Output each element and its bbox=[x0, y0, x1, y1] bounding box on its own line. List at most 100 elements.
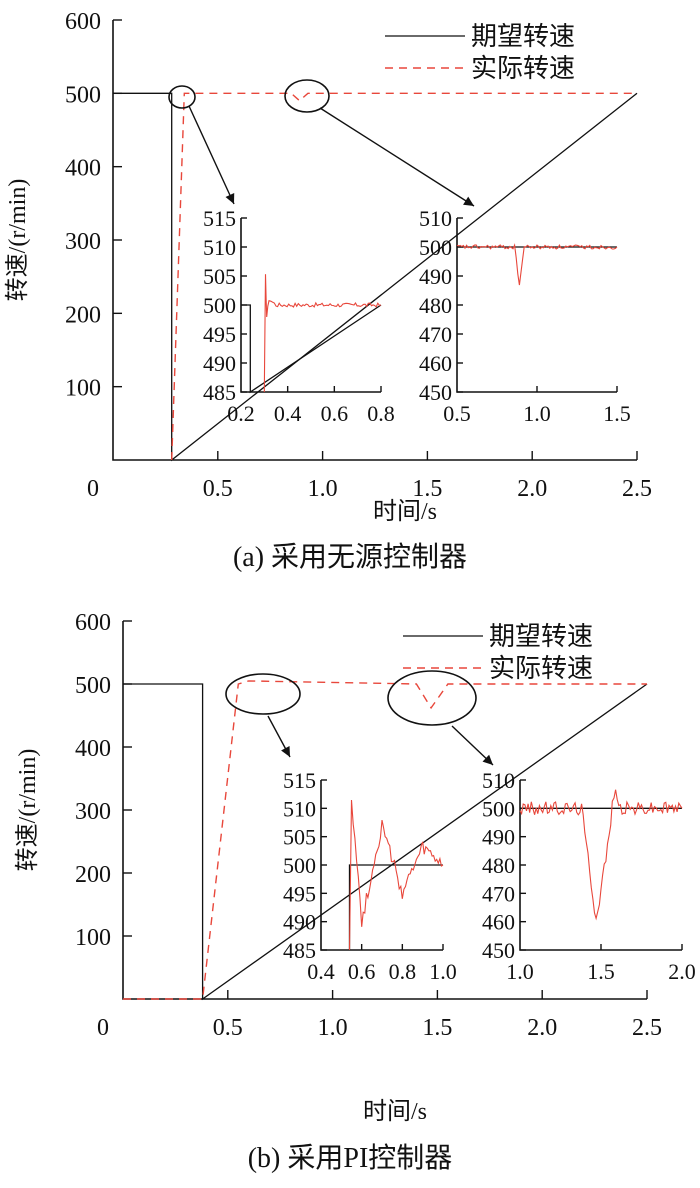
inset-x-tick-label: 1.0 bbox=[523, 401, 551, 426]
inset-x-tick-label: 1.5 bbox=[587, 959, 615, 984]
inset-x-tick-label: 0.8 bbox=[367, 401, 395, 426]
inset-y-tick-label: 515 bbox=[283, 768, 316, 793]
inset-y-tick-label: 450 bbox=[482, 938, 515, 963]
inset-x-tick-label: 0.2 bbox=[227, 401, 255, 426]
inset-y-tick-label: 510 bbox=[283, 796, 316, 821]
series-desired-line bbox=[113, 92, 638, 462]
zoom-arrow bbox=[188, 105, 235, 205]
y-tick-label: 600 bbox=[75, 610, 111, 636]
inset-x-tick-label: 0.4 bbox=[274, 401, 302, 426]
y-tick-label: 500 bbox=[75, 673, 111, 699]
x-tick-label: 1.5 bbox=[412, 476, 442, 502]
zoom-ellipse bbox=[168, 85, 196, 109]
inset-x-tick-label: 1.5 bbox=[603, 401, 631, 426]
inset-y-tick-label: 505 bbox=[283, 825, 316, 850]
series-actual-line bbox=[171, 92, 637, 461]
legend-label-actual: 实际转速 bbox=[489, 654, 593, 683]
inset-series-actual bbox=[456, 243, 618, 286]
inset-2: 450 460 470 480 490 500 510 1.0 1.5 2.0 bbox=[482, 768, 696, 984]
inset-series-actual bbox=[263, 274, 382, 393]
y-axis-label: 转速/(r/min) bbox=[14, 749, 41, 872]
x-axis-label: 时间/s bbox=[363, 1098, 427, 1125]
inset-y-tick-label: 460 bbox=[419, 351, 452, 376]
y-tick-label: 400 bbox=[75, 736, 111, 762]
figure-caption: (b) 采用PI控制器 bbox=[248, 1142, 453, 1174]
panel-b: 100 200 300 400 500 600 0 0.5 1.0 1.5 2.0 2.5 时间/s 转速… bbox=[14, 610, 696, 1174]
inset-x-tick-label: 1.0 bbox=[506, 959, 534, 984]
panel-a: 100 200 300 400 500 600 0 0.5 1.0 1.5 2.0 2.5 时间/s 转速… bbox=[4, 9, 652, 573]
inset-y-tick-label: 490 bbox=[482, 825, 515, 850]
inset-axis-lines bbox=[456, 218, 617, 393]
y-tick-label: 100 bbox=[65, 376, 101, 402]
x-tick-label: 0.5 bbox=[203, 476, 233, 502]
series-actual-line bbox=[123, 680, 647, 1000]
inset-y-tick-label: 505 bbox=[203, 264, 236, 289]
inset-y-tick-label: 500 bbox=[482, 796, 515, 821]
x-tick-label: 1.0 bbox=[308, 476, 338, 502]
zoom-arrow-head bbox=[482, 754, 493, 765]
inset-y-tick-label: 500 bbox=[203, 293, 236, 318]
inset-y-tick-label: 510 bbox=[482, 768, 515, 793]
inset-y-tick-label: 500 bbox=[419, 235, 452, 260]
x-tick-label: 2.5 bbox=[632, 1015, 662, 1041]
inset-y-tick-label: 515 bbox=[203, 206, 236, 231]
x-tick-label: 1.0 bbox=[318, 1015, 348, 1041]
inset-series-desired bbox=[241, 304, 382, 394]
inset-axis-lines bbox=[240, 218, 381, 393]
inset-y-tick-label: 460 bbox=[482, 910, 515, 935]
inset-y-tick-label: 500 bbox=[283, 853, 316, 878]
y-tick-label: 300 bbox=[75, 799, 111, 825]
inset-x-tick-label: 0.5 bbox=[443, 401, 471, 426]
axis-lines bbox=[112, 20, 637, 461]
zoom-ellipse bbox=[387, 670, 477, 726]
x-tick-label: 0 bbox=[97, 1015, 109, 1041]
zoom-ellipse bbox=[284, 79, 330, 113]
legend-label-desired: 期望转速 bbox=[471, 22, 575, 51]
x-tick-label: 2.5 bbox=[622, 476, 652, 502]
inset-series-desired bbox=[348, 864, 443, 950]
y-tick-label: 500 bbox=[65, 82, 101, 108]
inset-y-tick-label: 485 bbox=[283, 938, 316, 963]
inset-y-tick-label: 510 bbox=[203, 235, 236, 260]
inset-y-tick-label: 490 bbox=[283, 910, 316, 935]
x-tick-label: 2.0 bbox=[517, 476, 547, 502]
x-tick-label: 2.0 bbox=[527, 1015, 557, 1041]
y-tick-label: 400 bbox=[65, 156, 101, 182]
inset-y-tick-label: 510 bbox=[419, 206, 452, 231]
y-tick-label: 300 bbox=[65, 229, 101, 255]
inset-1: 485 490 495 500 505 510 515 0.2 0.4 0.6 0.8 bbox=[203, 206, 395, 426]
zoom-arrow-head bbox=[463, 196, 474, 206]
inset-x-tick-label: 1.0 bbox=[429, 959, 457, 984]
figure-caption: (a) 采用无源控制器 bbox=[233, 541, 467, 573]
y-tick-label: 200 bbox=[65, 302, 101, 328]
x-tick-label: 0 bbox=[87, 476, 99, 502]
zoom-arrow bbox=[319, 107, 475, 207]
inset-x-tick-label: 0.4 bbox=[307, 959, 335, 984]
inset-y-tick-label: 490 bbox=[203, 351, 236, 376]
inset-y-tick-label: 490 bbox=[419, 264, 452, 289]
inset-series-actual bbox=[519, 789, 683, 921]
zoom-arrow-head bbox=[225, 193, 235, 204]
inset-y-tick-label: 495 bbox=[283, 881, 316, 906]
inset-y-tick-label: 470 bbox=[419, 322, 452, 347]
inset-y-tick-label: 450 bbox=[419, 380, 452, 405]
inset-series-actual bbox=[348, 799, 444, 951]
y-tick-label: 600 bbox=[65, 9, 101, 35]
x-axis-label: 时间/s bbox=[373, 498, 437, 525]
inset-y-tick-label: 470 bbox=[482, 881, 515, 906]
inset-y-tick-label: 485 bbox=[203, 380, 236, 405]
inset-y-tick-label: 480 bbox=[419, 293, 452, 318]
x-tick-label: 0.5 bbox=[213, 1015, 243, 1041]
x-tick-label: 1.5 bbox=[422, 1015, 452, 1041]
legend-label-actual: 实际转速 bbox=[471, 54, 575, 83]
inset-2: 450 460 470 480 490 500 510 0.5 1.0 1.5 bbox=[419, 206, 631, 426]
inset-1: 485 490 495 500 505 510 515 0.4 0.6 0.8 1.0 bbox=[283, 768, 457, 984]
zoom-arrow-head bbox=[281, 746, 290, 757]
inset-x-tick-label: 0.6 bbox=[348, 959, 376, 984]
y-tick-label: 200 bbox=[75, 862, 111, 888]
y-tick-label: 100 bbox=[75, 925, 111, 951]
y-axis-label: 转速/(r/min) bbox=[4, 179, 31, 302]
inset-x-tick-label: 2.0 bbox=[668, 959, 696, 984]
inset-y-tick-label: 495 bbox=[203, 322, 236, 347]
